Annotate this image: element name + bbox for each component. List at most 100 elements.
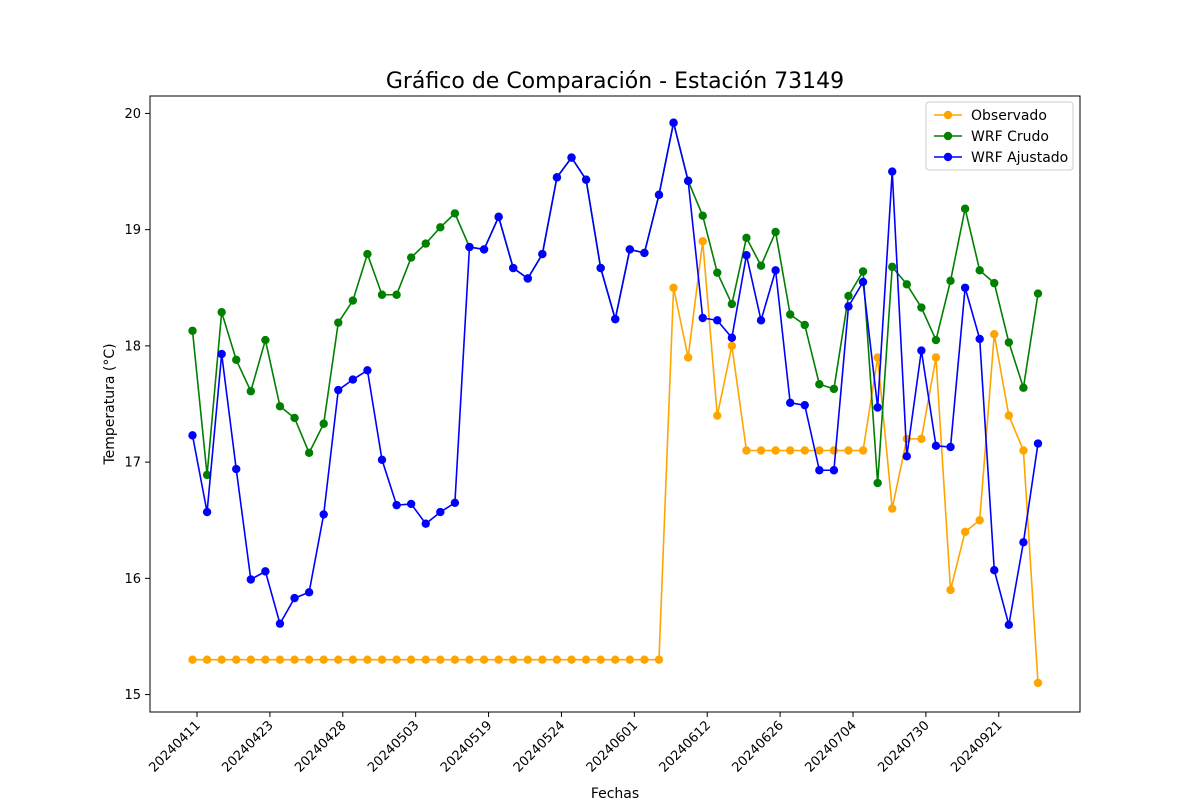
series-0-point — [202, 655, 212, 664]
series-0-point — [640, 655, 649, 664]
series-2-point — [465, 242, 474, 252]
legend-swatch-marker — [943, 110, 953, 120]
series-2-point — [217, 349, 226, 359]
series-0-point — [377, 655, 387, 664]
series-0-point — [683, 353, 693, 362]
series-2-point — [304, 588, 314, 597]
series-2-point — [727, 333, 737, 342]
series-line-2 — [191, 122, 1039, 626]
series-1-point — [334, 318, 343, 327]
x-tick-label: 20240423 — [219, 718, 276, 775]
series-0-point — [800, 446, 809, 455]
series-0-point — [450, 655, 460, 664]
series-0-point — [261, 655, 270, 664]
series-2-point — [348, 375, 358, 384]
series-0-point — [975, 516, 984, 525]
series-2-point — [581, 175, 591, 184]
series-1-point — [785, 310, 795, 319]
series-2-point — [1033, 439, 1043, 448]
series-line-0 — [192, 241, 1039, 683]
x-tick-label: 20240921 — [948, 718, 1005, 775]
series-0-point — [698, 237, 707, 246]
series-1-point — [975, 266, 984, 275]
series-2-point — [654, 190, 664, 199]
series-2-point — [800, 400, 809, 410]
series-1-point — [348, 296, 358, 305]
series-0-point — [319, 655, 328, 664]
series-2-point — [188, 431, 197, 440]
series-2-point — [232, 464, 241, 474]
series-2-point — [509, 263, 518, 273]
x-tick-label: 20240612 — [657, 718, 714, 775]
x-tick-label: 20240730 — [875, 718, 932, 775]
series-2-point — [421, 519, 430, 528]
series-0-point — [611, 655, 620, 664]
series-1-point — [406, 253, 416, 262]
series-2-point — [392, 500, 401, 510]
legend-label: WRF Crudo — [971, 129, 1049, 145]
series-1-point — [727, 299, 737, 309]
series-0-point — [713, 411, 722, 420]
series-1-point — [217, 307, 226, 317]
series-0-point — [669, 283, 678, 292]
series-1-point — [698, 211, 707, 220]
x-tick-label: 20240519 — [438, 718, 495, 775]
y-tick-label: 20 — [124, 107, 141, 122]
series-0-point — [304, 655, 314, 664]
series-0-point — [844, 446, 853, 455]
series-2-point — [334, 385, 343, 395]
series-2-point — [858, 277, 868, 287]
series-0-point — [188, 655, 197, 664]
series-0-point — [1004, 411, 1014, 420]
series-0-point — [785, 446, 795, 455]
series-1-point — [436, 223, 445, 232]
series-1-point — [946, 276, 955, 285]
y-axis: 15 16 17 18 19 20 — [124, 107, 150, 703]
series-0-point — [436, 655, 445, 664]
series-2-point — [596, 263, 605, 273]
x-axis-label: Fechas — [591, 786, 639, 800]
series-2-point — [771, 266, 780, 275]
series-0-point — [509, 655, 518, 664]
series-2-point — [523, 274, 532, 283]
series-0-point — [392, 655, 401, 664]
series-2-point — [713, 316, 722, 325]
series-2-point — [917, 346, 926, 355]
series-0-point — [873, 353, 882, 362]
series-2-point — [844, 302, 853, 311]
series-1-point — [261, 335, 270, 345]
series-0-point — [596, 655, 605, 664]
series-1-point — [1019, 383, 1028, 392]
series-0-point — [888, 504, 897, 513]
series-0-point — [552, 655, 562, 664]
series-1-point — [713, 268, 722, 277]
series-1-point — [450, 209, 460, 218]
series-0-point — [829, 446, 839, 455]
series-2-point — [829, 466, 839, 475]
series-0-point — [581, 655, 591, 664]
y-tick-label: 19 — [124, 223, 141, 238]
y-tick-label: 16 — [124, 572, 141, 587]
series-2-point — [290, 593, 299, 603]
series-0-point — [290, 655, 299, 664]
series-2-point — [436, 507, 445, 517]
x-tick-label: 20240503 — [365, 718, 422, 775]
series-1-point — [931, 335, 941, 345]
series-0-point — [232, 655, 241, 664]
series-2-point — [931, 441, 941, 451]
series-0-point — [654, 655, 664, 664]
legend-swatch-marker — [943, 152, 953, 162]
series-0-point — [727, 341, 737, 351]
x-tick-label: 20240428 — [292, 718, 349, 775]
series-1-point — [990, 278, 999, 288]
series-2-point — [698, 313, 707, 323]
series-2-point — [960, 283, 970, 292]
series-2-point — [494, 212, 503, 222]
series-2-point — [1019, 538, 1028, 547]
series-1-point — [815, 380, 824, 389]
series-1-point — [232, 355, 241, 365]
series-1-point — [873, 478, 882, 488]
series-2-point — [873, 403, 882, 412]
series-2-point — [377, 455, 387, 464]
